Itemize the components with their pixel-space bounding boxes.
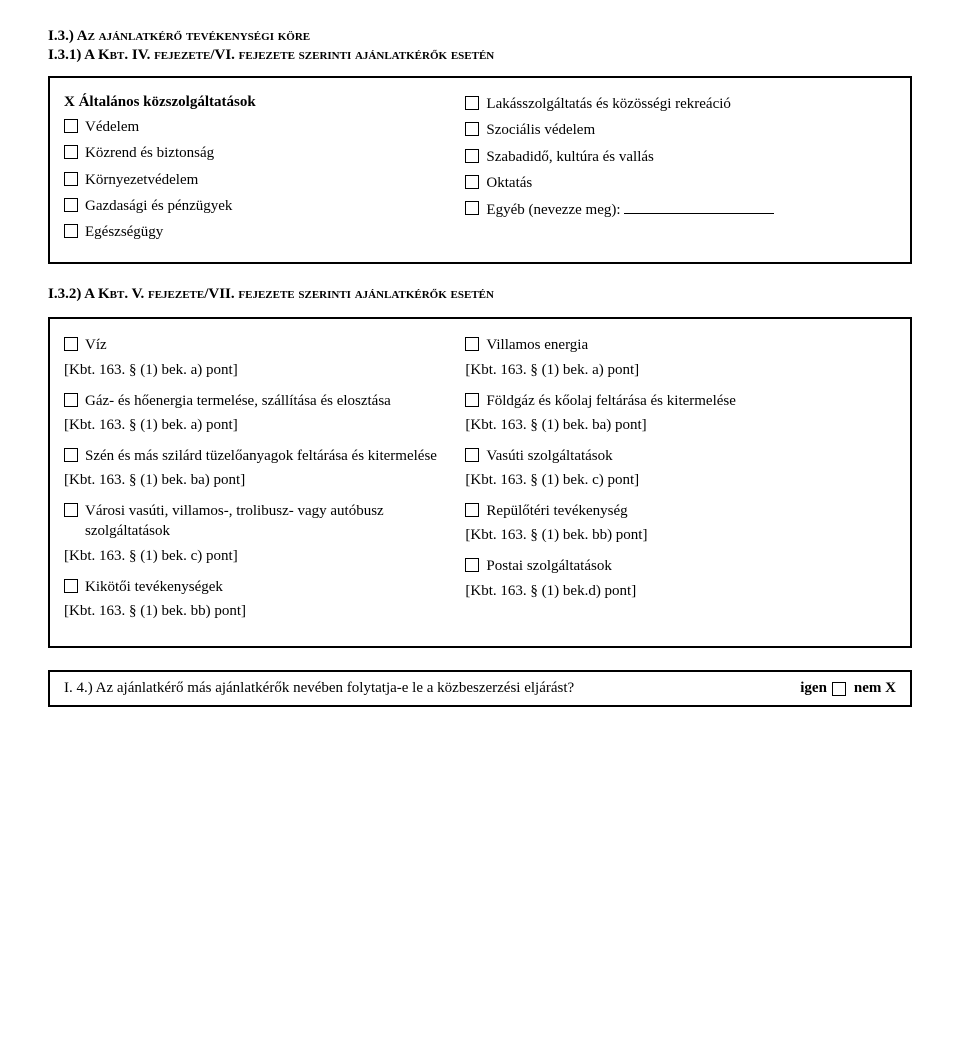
heading-i31: I.3.1) A Kbt. IV. fejezete/VI. fejezete … [48,47,912,64]
box1-left-label: Védelem [85,117,139,137]
box2-right-ref: [Kbt. 163. § (1) bek. a) pont] [465,362,896,379]
box2-left-label: Kikötői tevékenységek [85,577,223,597]
checkbox-icon[interactable] [465,175,479,189]
box1-right-label: Szociális védelem [486,120,595,140]
box2-right-ref: [Kbt. 163. § (1) bek. c) pont] [465,472,896,489]
box2-right-item: Vasúti szolgáltatások [465,446,896,466]
checkbox-icon[interactable] [64,172,78,186]
box2-right-item: Repülőtéri tevékenység [465,501,896,521]
box2-right-label: Postai szolgáltatások [486,556,611,576]
box2-left-ref: [Kbt. 163. § (1) bek. bb) pont] [64,603,455,620]
blank-line[interactable] [624,199,774,214]
checkbox-icon[interactable] [465,96,479,110]
box1-left-item: Gazdasági és pénzügyek [64,196,455,216]
checkbox-icon[interactable] [465,149,479,163]
checkbox-icon[interactable] [64,119,78,133]
box2-left-item: Szén és más szilárd tüzelőanyagok feltár… [64,446,455,466]
box1-right-other: Egyéb (nevezze meg): [486,199,774,220]
box2-left-item: Gáz- és hőenergia termelése, szállítása … [64,391,455,411]
checkbox-icon[interactable] [64,393,78,407]
box1-left-col: X Általános közszolgáltatások Védelem Kö… [64,88,455,248]
box2-right-ref: [Kbt. 163. § (1) bek.d) pont] [465,583,896,600]
box2-right-item: Villamos energia [465,335,896,355]
box2-left-ref: [Kbt. 163. § (1) bek. c) pont] [64,548,455,565]
checkbox-icon[interactable] [64,503,78,517]
other-prefix: Egyéb (nevezze meg): [486,202,620,218]
box2-right-ref: [Kbt. 163. § (1) bek. ba) pont] [465,417,896,434]
box1-left-label: Egészségügy [85,222,163,242]
heading-i3: I.3.) Az ajánlatkérő tevékenységi köre [48,28,912,45]
box2-left-label: Szén és más szilárd tüzelőanyagok feltár… [85,446,437,466]
checkbox-icon[interactable] [832,682,846,696]
checkbox-icon[interactable] [465,448,479,462]
box1-left-item: Közrend és biztonság [64,143,455,163]
box2-left-ref: [Kbt. 163. § (1) bek. ba) pont] [64,472,455,489]
box2-left-ref: [Kbt. 163. § (1) bek. a) pont] [64,362,455,379]
box-i32: Víz [Kbt. 163. § (1) bek. a) pont] Gáz- … [48,317,912,648]
box1-right-item-other: Egyéb (nevezze meg): [465,199,896,220]
box1-right-item: Szabadidő, kultúra és vallás [465,147,896,167]
box1-left-item: Védelem [64,117,455,137]
box1-right-col: Lakásszolgáltatás és közösségi rekreáció… [465,88,896,248]
box1-left-label: Gazdasági és pénzügyek [85,196,232,216]
box2-left-label: Víz [85,335,107,355]
checkbox-icon[interactable] [465,337,479,351]
box2-left-label: Gáz- és hőenergia termelése, szállítása … [85,391,391,411]
box1-right-label: Oktatás [486,173,532,193]
box1-left-item: Környezetvédelem [64,170,455,190]
box2-right-label: Vasúti szolgáltatások [486,446,612,466]
i4-yes: igen [800,680,846,697]
box2-right-label: Villamos energia [486,335,588,355]
checkbox-icon[interactable] [64,579,78,593]
yes-label: igen [800,680,827,697]
box1-left-item: Egészségügy [64,222,455,242]
checkbox-icon[interactable] [64,198,78,212]
checkbox-icon[interactable] [64,224,78,238]
i4-yesno: igen nem X [800,680,896,697]
box2-right-item: Postai szolgáltatások [465,556,896,576]
box1-right-label: Lakásszolgáltatás és közösségi rekreáció [486,94,730,114]
checkbox-icon[interactable] [465,122,479,136]
heading-i32: I.3.2) A Kbt. V. fejezete/VII. fejezete … [48,286,912,303]
box-i31: X Általános közszolgáltatások Védelem Kö… [48,76,912,264]
box1-left-label: Környezetvédelem [85,170,198,190]
box1-right-label: Szabadidő, kultúra és vallás [486,147,653,167]
checkbox-icon[interactable] [465,503,479,517]
box1-left-label: Közrend és biztonság [85,143,214,163]
box2-right-label: Földgáz és kőolaj feltárása és kitermelé… [486,391,736,411]
box2-left-ref: [Kbt. 163. § (1) bek. a) pont] [64,417,455,434]
box2-left-item: Városi vasúti, villamos-, trolibusz- vag… [64,501,455,542]
checkbox-icon[interactable] [465,393,479,407]
box2-right-ref: [Kbt. 163. § (1) bek. bb) pont] [465,527,896,544]
box2-right-label: Repülőtéri tevékenység [486,501,627,521]
checkbox-icon[interactable] [64,448,78,462]
box-i4: I. 4.) Az ajánlatkérő más ajánlatkérők n… [48,670,912,707]
i4-question: I. 4.) Az ajánlatkérő más ajánlatkérők n… [64,680,574,697]
i4-no: nem X [854,680,896,697]
checkbox-icon[interactable] [465,558,479,572]
checkbox-icon[interactable] [64,145,78,159]
box2-right-item: Földgáz és kőolaj feltárása és kitermelé… [465,391,896,411]
box1-right-item: Szociális védelem [465,120,896,140]
box2-left-item: Víz [64,335,455,355]
box1-right-item: Lakásszolgáltatás és közösségi rekreáció [465,94,896,114]
box1-xline: X Általános közszolgáltatások [64,94,455,111]
checkbox-icon[interactable] [64,337,78,351]
box2-left-label: Városi vasúti, villamos-, trolibusz- vag… [85,501,455,542]
checkbox-icon[interactable] [465,201,479,215]
box2-left-item: Kikötői tevékenységek [64,577,455,597]
box1-right-item: Oktatás [465,173,896,193]
box2-right-col: Villamos energia [Kbt. 163. § (1) bek. a… [465,329,896,632]
box2-left-col: Víz [Kbt. 163. § (1) bek. a) pont] Gáz- … [64,329,455,632]
